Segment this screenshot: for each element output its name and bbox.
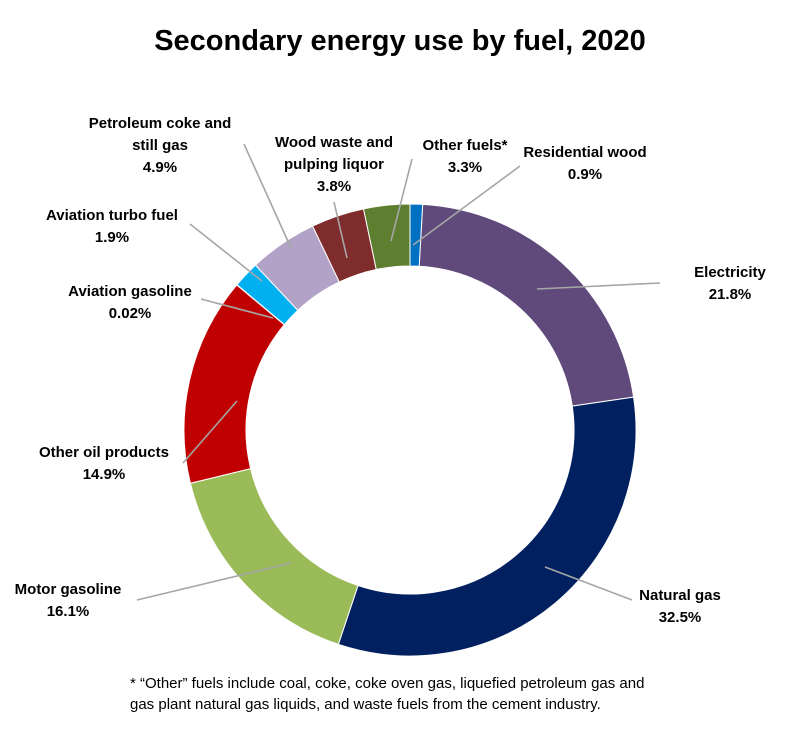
leader-line xyxy=(200,298,274,319)
slice-label: Aviation turbo fuel 1.9% xyxy=(46,207,178,246)
slice-category-label: Motor gasoline xyxy=(15,581,122,598)
slice-category-label: Natural gas xyxy=(639,587,721,604)
leader-line xyxy=(182,400,238,464)
slice-value-label: 0.9% xyxy=(568,166,602,183)
footnote-line-1: * “Other” fuels include coal, coke, coke… xyxy=(130,675,644,692)
slice-value-label: 32.5% xyxy=(659,609,702,626)
slice-value-label: 14.9% xyxy=(83,466,126,483)
slice-label: Electricity 21.8% xyxy=(694,264,766,303)
leader-line xyxy=(412,165,521,246)
slice-other-fuels xyxy=(362,203,411,271)
leader-line xyxy=(243,143,292,249)
slice-label: Motor gasoline 16.1% xyxy=(15,581,122,620)
leader-line xyxy=(390,158,413,242)
slice-label: Residential wood 0.9% xyxy=(523,144,646,183)
donut-slices xyxy=(183,203,637,657)
slice-label: Wood waste and pulping liquor 3.8% xyxy=(275,134,393,195)
leader-line xyxy=(136,562,292,601)
leader-line xyxy=(333,201,348,259)
slice-other-oil-products xyxy=(183,284,285,484)
slice-label: Other fuels* 3.3% xyxy=(422,137,507,176)
slice-value-label: 16.1% xyxy=(47,603,90,620)
slice-category-label: Residential wood xyxy=(523,144,646,161)
slice-motor-gasoline xyxy=(189,468,359,645)
slice-category-label: still gas xyxy=(132,137,188,154)
slice-value-label: 4.9% xyxy=(143,159,177,176)
slice-label: Natural gas 32.5% xyxy=(639,587,721,626)
slice-label: Petroleum coke and still gas 4.9% xyxy=(89,115,232,176)
slice-category-label: Other fuels* xyxy=(422,137,507,154)
slice-category-label: Petroleum coke and xyxy=(89,115,232,132)
leader-line xyxy=(536,282,661,290)
chart-title: Secondary energy use by fuel, 2020 xyxy=(154,25,646,57)
slice-category-label: pulping liquor xyxy=(284,156,384,173)
slice-value-label: 3.3% xyxy=(448,159,482,176)
slice-electricity xyxy=(418,203,635,407)
slice-labels: Residential wood 0.9% Electricity 21.8% Natu… xyxy=(15,115,767,626)
footnote: * “Other” fuels include coal, coke, coke… xyxy=(130,675,644,713)
slice-value-label: 1.9% xyxy=(95,229,129,246)
slice-category-label: Aviation turbo fuel xyxy=(46,207,178,224)
slice-category-label: Other oil products xyxy=(39,444,169,461)
slice-natural-gas xyxy=(337,396,637,657)
leader-line xyxy=(189,223,263,282)
slice-label: Aviation gasoline 0.02% xyxy=(68,283,192,322)
leader-lines xyxy=(136,143,661,601)
leader-line xyxy=(544,566,633,601)
footnote-line-2: gas plant natural gas liquids, and waste… xyxy=(130,696,601,713)
slice-value-label: 3.8% xyxy=(317,178,351,195)
slice-value-label: 0.02% xyxy=(109,305,152,322)
slice-label: Other oil products 14.9% xyxy=(39,444,169,483)
slice-category-label: Wood waste and xyxy=(275,134,393,151)
slice-category-label: Electricity xyxy=(694,264,766,281)
slice-value-label: 21.8% xyxy=(709,286,752,303)
slice-category-label: Aviation gasoline xyxy=(68,283,192,300)
